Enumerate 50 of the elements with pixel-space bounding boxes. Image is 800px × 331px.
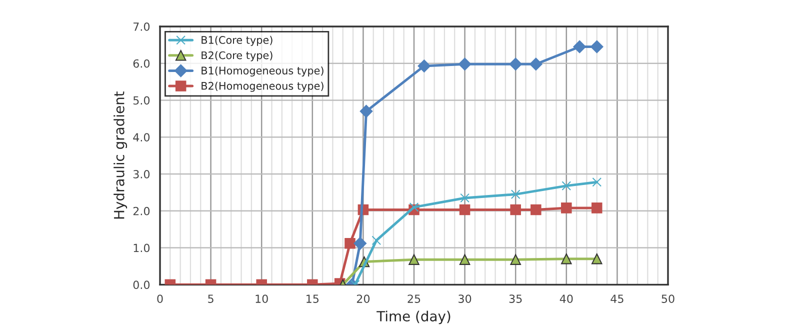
point	[344, 238, 356, 249]
point	[372, 236, 382, 246]
point	[510, 190, 520, 199]
point	[592, 177, 602, 187]
point	[592, 253, 602, 264]
point	[418, 60, 431, 72]
point	[562, 181, 572, 190]
point	[510, 254, 521, 265]
x-tick-label: 15	[306, 294, 318, 303]
y-tick-label: 6.0	[133, 59, 150, 68]
point	[360, 104, 373, 118]
x-tick-label: 10	[256, 294, 268, 303]
y-tick-label: 7.0	[134, 22, 150, 31]
x-axis-title: Time (day)	[376, 310, 450, 324]
y-tick-label: 0.0	[133, 280, 150, 290]
point	[509, 58, 522, 71]
y-tick-label: 4.0	[133, 133, 150, 142]
point	[510, 204, 521, 216]
legend-label: B1(Core type)	[202, 36, 272, 46]
x-tick-label: 45	[610, 294, 624, 303]
x-tick-label: 20	[356, 294, 370, 303]
y-tick-label: 1.0	[134, 244, 150, 252]
y-tick-label: 2.0	[133, 206, 150, 216]
point	[460, 193, 470, 203]
point	[530, 58, 542, 71]
point	[409, 202, 419, 212]
point	[590, 40, 604, 54]
y-tick-label: 3.0	[133, 170, 150, 178]
point	[573, 40, 586, 54]
x-tick-label: 40	[560, 294, 573, 303]
point	[459, 204, 470, 216]
point	[408, 254, 420, 265]
x-tick-label: 30	[458, 294, 472, 303]
point	[530, 204, 542, 216]
x-tick-label: 5	[208, 294, 214, 303]
x-tick-label: 50	[662, 294, 674, 303]
point	[458, 58, 472, 71]
point	[459, 254, 470, 265]
legend-label: B1(Homogeneous type)	[202, 66, 324, 77]
x-tick-label: 0	[157, 294, 163, 303]
x-tick-label: 25	[408, 294, 420, 303]
y-tick-label: 5.0	[133, 96, 150, 105]
point	[561, 202, 572, 214]
legend-label: B2(Homogeneous type)	[202, 82, 324, 92]
legend-label: B2(Core type)	[202, 51, 272, 62]
point	[354, 236, 367, 250]
y-axis-title: Hydraulic gradient	[114, 92, 128, 219]
point	[561, 253, 572, 264]
point	[592, 202, 602, 214]
x-tick-label: 35	[509, 294, 522, 303]
